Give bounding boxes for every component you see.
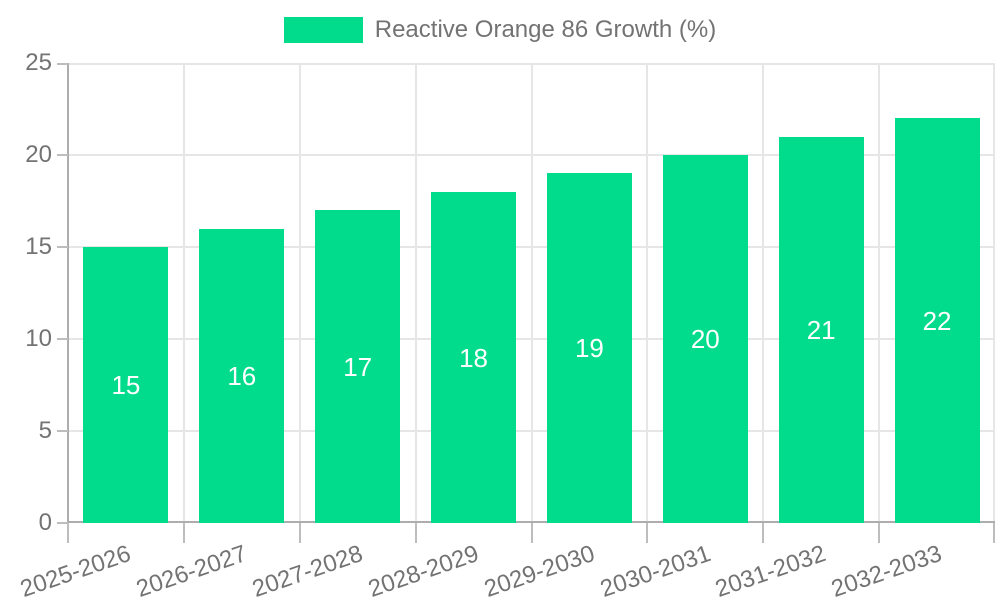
y-axis-tick-label: 5 bbox=[38, 417, 52, 444]
x-axis-tick-label-text: 2028-2029 bbox=[364, 540, 483, 600]
x-tick-mark bbox=[67, 523, 69, 543]
y-tick-mark bbox=[57, 522, 68, 524]
y-axis-tick-label: 10 bbox=[25, 325, 52, 352]
x-axis-tick-label-text: 2027-2028 bbox=[248, 540, 367, 600]
y-axis-labels: 0 5 10 15 20 25 bbox=[0, 51, 52, 535]
bar-value-label: 19 bbox=[574, 333, 604, 363]
bar-value-label: 17 bbox=[343, 351, 373, 382]
legend-label: Reactive Orange 86 Growth (%) bbox=[374, 16, 717, 43]
y-axis-line bbox=[67, 63, 69, 523]
plot-area: 15 16 17 18 19 20 21 22 bbox=[57, 63, 995, 543]
x-tick-mark bbox=[762, 523, 764, 543]
bar[interactable] bbox=[431, 192, 516, 523]
y-axis-tick-label: 25 bbox=[25, 49, 52, 76]
bar[interactable] bbox=[895, 118, 980, 523]
x-axis-tick-label-text: 2026-2027 bbox=[132, 540, 251, 600]
x-tick-mark bbox=[993, 523, 995, 543]
x-axis-tick-label-text: 2032-2033 bbox=[828, 540, 946, 600]
x-axis-tick-label-text: 2030-2031 bbox=[596, 540, 714, 600]
x-tick-mark bbox=[183, 523, 185, 543]
gridline-vertical bbox=[762, 63, 764, 523]
y-tick-mark bbox=[57, 338, 68, 340]
bar[interactable] bbox=[315, 210, 400, 523]
y-tick-mark bbox=[57, 154, 68, 156]
x-tick-mark bbox=[878, 523, 880, 543]
bar[interactable] bbox=[663, 155, 748, 523]
x-axis-labels: 2025-2026 2026-2027 2027-2028 2028-2029 2029… bbox=[17, 540, 995, 600]
bar[interactable] bbox=[547, 173, 632, 523]
x-tick-mark bbox=[531, 523, 533, 543]
x-axis-tick-label-text: 2029-2030 bbox=[480, 540, 598, 600]
x-tick-mark bbox=[299, 523, 301, 543]
gridline-vertical bbox=[646, 63, 648, 523]
bar[interactable] bbox=[199, 229, 284, 523]
gridline-vertical bbox=[415, 63, 417, 523]
bar-value-label: 16 bbox=[227, 361, 257, 391]
x-axis-tick-label-text: 2031-2032 bbox=[712, 540, 830, 600]
x-tick-mark bbox=[415, 523, 417, 543]
gridline-vertical bbox=[299, 63, 301, 523]
bar-value-label: 20 bbox=[690, 324, 720, 354]
y-axis-tick-label: 20 bbox=[25, 141, 52, 168]
y-tick-mark bbox=[57, 430, 68, 432]
x-axis-tick-label-text: 2025-2026 bbox=[17, 540, 135, 600]
x-tick-mark bbox=[646, 523, 648, 543]
bar[interactable] bbox=[83, 247, 168, 523]
gridline-vertical bbox=[993, 63, 995, 523]
legend: Reactive Orange 86 Growth (%) bbox=[0, 17, 1000, 43]
y-tick-mark bbox=[57, 246, 68, 248]
bar-value-label: 15 bbox=[111, 370, 141, 400]
bar-value-label: 21 bbox=[806, 315, 836, 345]
gridline-vertical bbox=[531, 63, 533, 523]
bar-value-label: 22 bbox=[922, 305, 952, 336]
y-axis-tick-label: 0 bbox=[38, 509, 52, 536]
legend-item[interactable]: Reactive Orange 86 Growth (%) bbox=[283, 16, 717, 43]
x-axis-line bbox=[68, 521, 995, 523]
legend-swatch bbox=[283, 17, 363, 43]
y-axis-tick-label: 15 bbox=[25, 233, 52, 260]
bar-value-label: 18 bbox=[459, 342, 489, 373]
gridline-vertical bbox=[878, 63, 880, 523]
gridline-vertical bbox=[183, 63, 185, 523]
y-tick-mark bbox=[57, 63, 68, 65]
bar[interactable] bbox=[779, 137, 864, 523]
